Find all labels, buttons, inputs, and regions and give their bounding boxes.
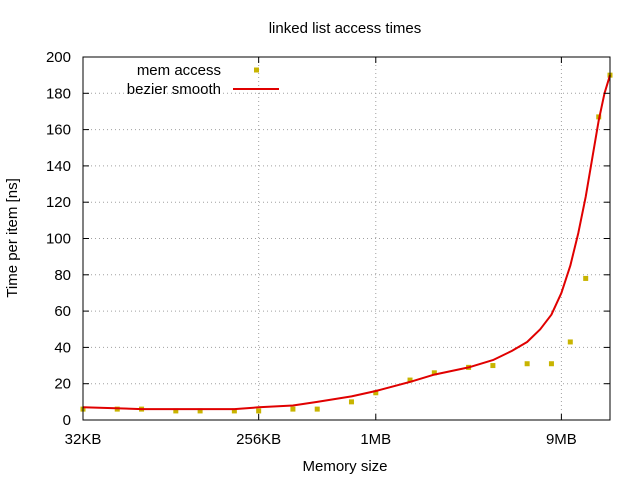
data-point — [290, 406, 296, 412]
grid — [83, 57, 610, 420]
y-tick-label: 40 — [54, 339, 71, 356]
data-point — [256, 408, 262, 414]
tick-labels: 0 20 40 60 80 100 120 140 160 180 200 32KB 256KB 1MB 9… — [46, 49, 577, 448]
y-tick-label: 80 — [54, 267, 71, 284]
data-point — [567, 339, 573, 345]
x-tick-label: 256KB — [236, 431, 281, 448]
data-point — [348, 399, 354, 405]
y-tick-label: 120 — [46, 194, 71, 211]
data-point — [524, 361, 530, 367]
axis-ticks — [82, 56, 610, 421]
x-tick-label: 1MB — [360, 431, 391, 448]
y-tick-label: 140 — [46, 158, 71, 175]
legend-marker-mem-access — [254, 67, 259, 73]
y-tick-label: 20 — [54, 376, 71, 393]
data-point — [407, 377, 413, 383]
x-tick-label: 32KB — [65, 431, 102, 448]
data-point — [197, 408, 203, 414]
data-point — [431, 370, 437, 376]
x-axis-label: Memory size — [302, 458, 387, 475]
data-point — [373, 390, 379, 396]
y-tick-label: 100 — [46, 231, 71, 248]
y-axis-label: Time per item [ns] — [4, 178, 21, 297]
data-point — [583, 275, 589, 281]
chart-title: linked list access times — [269, 20, 422, 37]
legend-label-bezier-smooth: bezier smooth — [127, 81, 221, 98]
plot-area — [80, 72, 613, 414]
legend-label-mem-access: mem access — [137, 62, 221, 79]
y-tick-label: 180 — [46, 85, 71, 102]
data-point — [314, 406, 320, 412]
x-tick-label: 9MB — [546, 431, 577, 448]
y-tick-label: 0 — [63, 412, 71, 429]
data-point — [173, 408, 179, 414]
data-point — [548, 361, 554, 367]
y-tick-label: 160 — [46, 122, 71, 139]
y-tick-label: 60 — [54, 303, 71, 320]
y-tick-label: 200 — [46, 49, 71, 66]
legend: mem access bezier smooth — [127, 62, 279, 98]
data-point — [490, 363, 496, 369]
data-point — [231, 408, 237, 414]
series-line-bezier-smooth — [82, 74, 611, 411]
